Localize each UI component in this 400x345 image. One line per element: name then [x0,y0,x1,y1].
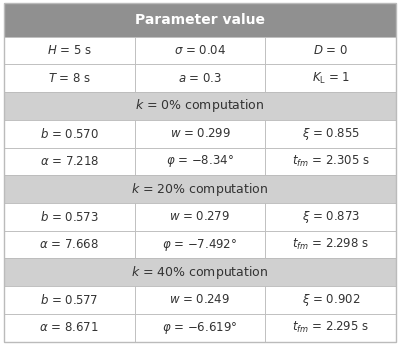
Text: $\xi$ = 0.873: $\xi$ = 0.873 [302,209,360,225]
Text: $T$ = 8 s: $T$ = 8 s [48,72,91,85]
Bar [266,231,396,258]
Text: $\varphi$ = $-$6.619°: $\varphi$ = $-$6.619° [162,320,238,336]
Text: $t_{fm}$ = 2.298 s: $t_{fm}$ = 2.298 s [292,237,369,252]
Bar [4,65,134,92]
Bar [266,37,396,65]
Text: $H$ = 5 s: $H$ = 5 s [47,44,92,57]
Text: $k$ = 40% computation: $k$ = 40% computation [131,264,269,281]
Text: $\xi$ = 0.902: $\xi$ = 0.902 [302,292,360,308]
Text: $\varphi$ = $-$8.34°: $\varphi$ = $-$8.34° [166,154,234,169]
Bar [4,120,134,148]
Text: $k$ = 0% computation: $k$ = 0% computation [135,98,265,115]
Text: $b$ = 0.577: $b$ = 0.577 [40,293,98,307]
Text: $t_{fm}$ = 2.295 s: $t_{fm}$ = 2.295 s [292,320,369,335]
Bar [266,65,396,92]
Text: $K_\mathrm{L}$ = 1: $K_\mathrm{L}$ = 1 [312,71,350,86]
Text: $\varphi$ = $-$7.492°: $\varphi$ = $-$7.492° [162,237,238,253]
Bar [4,148,134,175]
Bar [4,231,134,258]
Text: $k$ = 20% computation: $k$ = 20% computation [131,181,269,198]
Bar [266,203,396,231]
Bar [134,286,266,314]
Bar [4,203,134,231]
Text: $\sigma$ = 0.04: $\sigma$ = 0.04 [174,44,226,57]
Bar [266,120,396,148]
Text: $w$ = 0.249: $w$ = 0.249 [170,294,230,306]
Bar [4,286,134,314]
Text: $\alpha$ = 7.218: $\alpha$ = 7.218 [40,155,99,168]
Bar [134,120,266,148]
Bar [134,231,266,258]
Text: $b$ = 0.570: $b$ = 0.570 [40,127,99,141]
Text: $\alpha$ = 7.668: $\alpha$ = 7.668 [39,238,99,251]
Bar [134,314,266,342]
Bar [4,92,396,120]
Bar [134,37,266,65]
Text: Parameter value: Parameter value [135,13,265,27]
Text: $\xi$ = 0.855: $\xi$ = 0.855 [302,126,360,142]
Text: $w$ = 0.299: $w$ = 0.299 [170,127,230,140]
Text: $D$ = 0: $D$ = 0 [313,44,348,57]
Text: $\alpha$ = 8.671: $\alpha$ = 8.671 [40,321,99,334]
Bar [4,37,134,65]
Bar [266,148,396,175]
Text: $b$ = 0.573: $b$ = 0.573 [40,210,98,224]
Bar [4,3,396,37]
Text: $t_{fm}$ = 2.305 s: $t_{fm}$ = 2.305 s [292,154,370,169]
Bar [134,148,266,175]
Bar [4,175,396,203]
Bar [134,65,266,92]
Bar [134,203,266,231]
Text: $a$ = 0.3: $a$ = 0.3 [178,72,222,85]
Bar [266,286,396,314]
Bar [4,314,134,342]
Bar [266,314,396,342]
Bar [4,258,396,286]
Text: $w$ = 0.279: $w$ = 0.279 [170,210,230,223]
